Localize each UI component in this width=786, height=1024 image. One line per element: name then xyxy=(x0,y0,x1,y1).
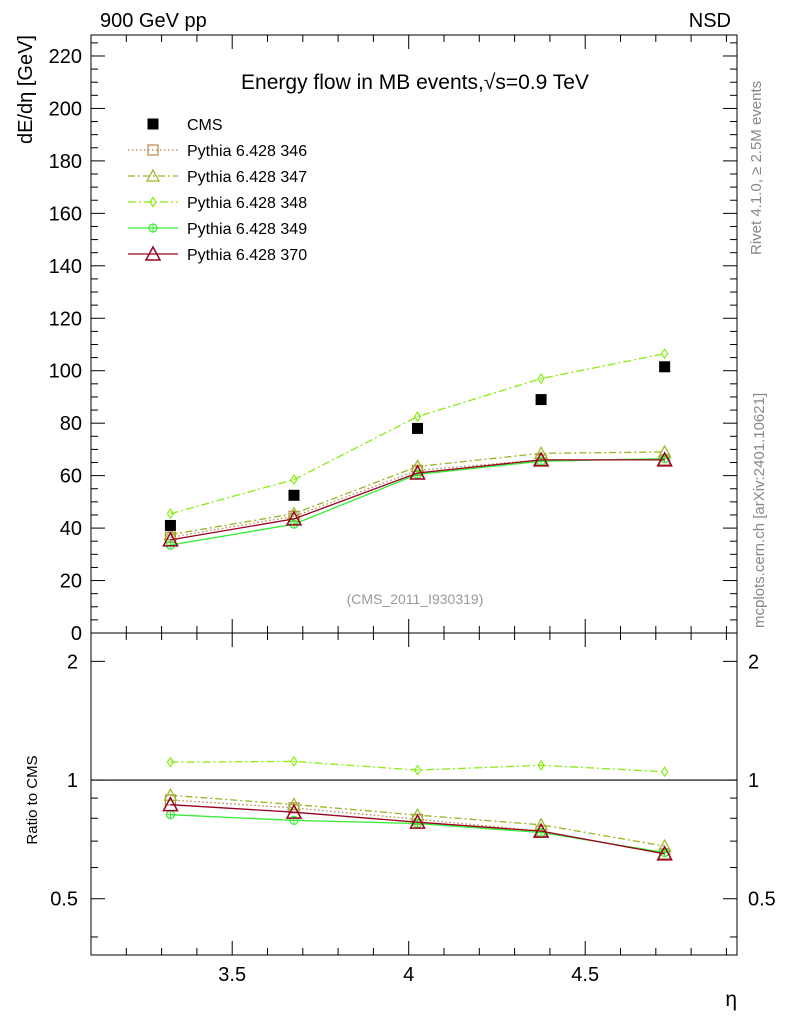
legend-marker xyxy=(145,168,161,182)
header-right-label: NSD xyxy=(689,10,731,32)
series-line-348 xyxy=(170,353,665,515)
data-point-370 xyxy=(532,451,550,467)
y-tick-label: 220 xyxy=(49,46,82,68)
legend-label: Pythia 6.428 347 xyxy=(187,169,307,186)
ratio-y-tick-label-left: 1 xyxy=(67,770,78,792)
y-tick-label: 180 xyxy=(49,151,82,173)
y-axis-label: dE/dη [GeV] xyxy=(15,35,37,144)
legend-label: Pythia 6.428 370 xyxy=(187,247,307,264)
data-point-cms xyxy=(659,361,671,373)
ratio-y-tick-label-left: 0.5 xyxy=(50,889,78,911)
y-tick-label: 60 xyxy=(60,466,82,488)
legend-entry-cms: CMS xyxy=(147,117,223,134)
ratio-point-370 xyxy=(409,813,426,829)
data-point-349 xyxy=(165,540,176,550)
legend-entry-348: Pythia 6.428 348 xyxy=(128,195,307,212)
ratio-point-348 xyxy=(413,764,422,776)
data-point-370 xyxy=(285,510,303,526)
data-point-cms xyxy=(288,489,300,501)
data-point-348 xyxy=(166,508,175,520)
ratio-point-370 xyxy=(162,796,179,812)
y-tick-label: 100 xyxy=(49,361,82,383)
data-point-cms xyxy=(164,519,176,531)
ratio-y-tick-label-right: 1 xyxy=(748,770,759,792)
mcplots-label: mcplots.cern.ch [arXiv:2401.10621] xyxy=(751,393,768,628)
ratio-point-347 xyxy=(163,788,178,801)
ratio-point-347 xyxy=(286,797,301,811)
series-line-370 xyxy=(170,459,665,541)
y-tick-label: 160 xyxy=(49,203,82,225)
watermark-label: (CMS_2011_I930319) xyxy=(347,591,484,607)
legend-marker xyxy=(147,118,159,130)
data-point-370 xyxy=(409,464,426,480)
legend-entry-370: Pythia 6.428 370 xyxy=(128,245,307,264)
ratio-y-tick-label-right: 2 xyxy=(748,651,759,673)
y-tick-label: 0 xyxy=(71,623,82,645)
legend-marker xyxy=(148,223,158,233)
ratio-point-370 xyxy=(285,803,303,819)
data-point-cms xyxy=(535,394,547,406)
legend-label: Pythia 6.428 346 xyxy=(187,143,307,160)
y-tick-label: 120 xyxy=(49,308,82,330)
x-tick-label: 4.5 xyxy=(571,964,599,986)
data-point-348 xyxy=(413,411,422,423)
y-tick-label: 140 xyxy=(49,256,82,278)
ratio-point-370 xyxy=(656,845,673,861)
ratio-line-348 xyxy=(170,760,665,773)
legend-entry-349: Pythia 6.428 349 xyxy=(128,221,307,238)
ratio-point-348 xyxy=(166,756,175,768)
rivet-label: Rivet 4.1.0, ≥ 2.5M events xyxy=(748,81,765,255)
y-tick-label: 80 xyxy=(60,413,82,435)
data-point-370 xyxy=(656,451,673,467)
ratio-point-348 xyxy=(537,759,545,771)
ratio-y-tick-label-right: 0.5 xyxy=(748,889,776,911)
header-left-label: 900 GeV pp xyxy=(100,10,207,32)
ratio-point-348 xyxy=(290,755,298,767)
x-axis-label: η xyxy=(725,988,737,1011)
legend-label: CMS xyxy=(187,117,223,134)
x-tick-label: 4 xyxy=(403,964,414,986)
legend-label: Pythia 6.428 349 xyxy=(187,221,307,238)
data-point-370 xyxy=(162,531,179,547)
ratio-point-370 xyxy=(532,822,550,838)
ratio-panel-frame xyxy=(90,632,738,956)
legend-label: Pythia 6.428 348 xyxy=(187,195,307,212)
data-point-cms xyxy=(412,422,424,434)
data-point-349 xyxy=(289,519,299,529)
data-point-348 xyxy=(660,348,669,360)
y-tick-label: 200 xyxy=(49,98,82,120)
data-point-348 xyxy=(290,473,298,486)
legend-marker xyxy=(147,144,159,156)
ratio-point-348 xyxy=(660,766,669,778)
chart-title: Energy flow in MB events,√s=0.9 TeV xyxy=(241,71,589,94)
legend-entry-346: Pythia 6.428 346 xyxy=(128,143,307,160)
ratio-y-axis-label: Ratio to CMS xyxy=(24,755,41,844)
legend-marker xyxy=(144,245,162,261)
data-point-348 xyxy=(537,373,545,385)
x-tick-label: 3.5 xyxy=(218,964,246,986)
y-tick-label: 40 xyxy=(60,518,82,540)
ratio-y-tick-label-left: 2 xyxy=(67,651,78,673)
ratio-line-370 xyxy=(170,804,665,855)
legend-entry-347: Pythia 6.428 347 xyxy=(128,168,307,186)
ratio-point-349 xyxy=(165,810,176,820)
legend-marker xyxy=(149,196,157,208)
y-tick-label: 20 xyxy=(60,571,82,593)
